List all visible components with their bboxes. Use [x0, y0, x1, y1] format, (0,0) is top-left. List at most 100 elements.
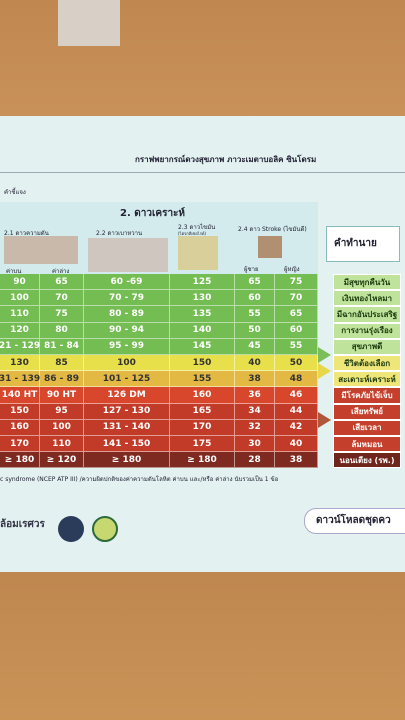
- col-fat-note: (ไตรกลีเซอไรด์): [178, 231, 206, 236]
- table-cell: 31 - 139: [0, 371, 40, 388]
- prediction-label: นอนเตียง (รพ.): [333, 452, 401, 469]
- table-cell: 141 - 150: [84, 436, 170, 453]
- table-cell: 140: [170, 322, 235, 339]
- table-cell: 46: [275, 387, 318, 404]
- col-sugar: 2.2 ดาวเบาหวาน: [96, 230, 143, 237]
- prediction-label: มีสุขทุกคืนวัน: [333, 274, 401, 291]
- table-cell: 100: [84, 355, 170, 372]
- table-cell: 130: [0, 355, 40, 372]
- prediction-label: ล้มหมอน: [333, 436, 401, 453]
- image-fat: [178, 236, 218, 270]
- prediction-label: เงินทองไหลมา: [333, 290, 401, 307]
- org-name: ล้อมเรศวร: [0, 519, 45, 530]
- table-cell: 135: [170, 306, 235, 323]
- arrow: [318, 363, 331, 380]
- col-fat: 2.3 ดาวไขมัน: [178, 224, 216, 231]
- col-stroke: 2.4 ดาว Stroke (ไขมันดี): [238, 226, 307, 233]
- col-female: ผู้หญิง: [284, 266, 300, 273]
- col-bp: 2.1 ดาวความดัน: [4, 230, 49, 237]
- table-cell: 95 - 99: [84, 338, 170, 355]
- table-cell: 32: [235, 419, 275, 436]
- table-cell: 50: [235, 322, 275, 339]
- section-heading: 2. ดาวเคราะห์: [120, 208, 186, 219]
- table-cell: 126 DM: [84, 387, 170, 404]
- prediction-label: สุขภาพดี: [333, 338, 401, 355]
- instruction: คำชี้แจง: [4, 189, 26, 196]
- prediction-label: เสียทรัพย์: [333, 403, 401, 420]
- table-cell: 160: [170, 387, 235, 404]
- table-cell: 86 - 89: [40, 371, 84, 388]
- table-cell: 140 HT: [0, 387, 40, 404]
- table-cell: ≥ 180: [170, 452, 235, 469]
- table-cell: 150: [0, 403, 40, 420]
- prediction-label: ชีวิตต้องเลือก: [333, 355, 401, 372]
- table-cell: 55: [235, 306, 275, 323]
- table-cell: 21 - 129: [0, 338, 40, 355]
- table-cell: 145: [170, 338, 235, 355]
- prediction-heading: คำทำนาย: [334, 238, 377, 249]
- prediction-box: [326, 226, 400, 262]
- table-cell: 120: [0, 322, 40, 339]
- table-cell: 150: [170, 355, 235, 372]
- col-lower: ค่าล่าง: [52, 268, 70, 275]
- table-cell: 75: [40, 306, 84, 323]
- logo: [92, 516, 118, 542]
- col-male: ผู้ชาย: [244, 266, 259, 273]
- table-cell: 75: [275, 274, 318, 291]
- image-sugar: [88, 238, 168, 272]
- table-cell: 131 - 140: [84, 419, 170, 436]
- table-cell: 100: [40, 419, 84, 436]
- table-cell: 100: [0, 290, 40, 307]
- prediction-label: สะเดาะห์เคราะห์: [333, 371, 401, 388]
- table-cell: 70 - 79: [84, 290, 170, 307]
- form-line: [0, 172, 405, 173]
- table-cell: 60: [235, 290, 275, 307]
- table-cell: ≥ 120: [40, 452, 84, 469]
- table-cell: 110: [40, 436, 84, 453]
- table-cell: 170: [0, 436, 40, 453]
- table-cell: 55: [275, 338, 318, 355]
- table-cell: 80: [40, 322, 84, 339]
- table-cell: 110: [0, 306, 40, 323]
- table-cell: 70: [275, 290, 318, 307]
- table-cell: 60: [275, 322, 318, 339]
- table-cell: 48: [275, 371, 318, 388]
- plastic-clip: [58, 0, 120, 46]
- table-cell: 65: [40, 274, 84, 291]
- table-cell: 50: [275, 355, 318, 372]
- table-cell: 40: [235, 355, 275, 372]
- table-cell: 36: [235, 387, 275, 404]
- table-cell: 160: [0, 419, 40, 436]
- table-cell: 90 - 94: [84, 322, 170, 339]
- prediction-label: มีโรคภัยไข้เจ็บ: [333, 387, 401, 404]
- table-cell: 80 - 89: [84, 306, 170, 323]
- col-upper: ค่าบน: [6, 268, 22, 275]
- footer-note: c syndrome (NCEP ATP III) /ความผิดปกติขอ…: [0, 476, 279, 483]
- prediction-label: การงานรุ่งเรือง: [333, 322, 401, 339]
- table-cell: 155: [170, 371, 235, 388]
- table-cell: 30: [235, 436, 275, 453]
- table-cell: 45: [235, 338, 275, 355]
- logo: [58, 516, 84, 542]
- table-cell: 38: [275, 452, 318, 469]
- table-cell: 85: [40, 355, 84, 372]
- download-button: [304, 508, 405, 534]
- table-cell: 44: [275, 403, 318, 420]
- prediction-label: มีฉากอันประเสริฐ: [333, 306, 401, 323]
- table-cell: 125: [170, 274, 235, 291]
- table-cell: 90 HT: [40, 387, 84, 404]
- table-cell: 42: [275, 419, 318, 436]
- table-cell: 40: [275, 436, 318, 453]
- table-cell: 60 -69: [84, 274, 170, 291]
- table-cell: 95: [40, 403, 84, 420]
- table-cell: 65: [235, 274, 275, 291]
- image-bp: [4, 236, 78, 264]
- table-cell: 170: [170, 419, 235, 436]
- prediction-label: เสียเวลา: [333, 419, 401, 436]
- table-cell: 165: [170, 403, 235, 420]
- table-cell: 101 - 125: [84, 371, 170, 388]
- arrow: [318, 346, 331, 363]
- download-text: ดาวน์โหลดชุดคว: [316, 515, 391, 526]
- table-cell: 127 - 130: [84, 403, 170, 420]
